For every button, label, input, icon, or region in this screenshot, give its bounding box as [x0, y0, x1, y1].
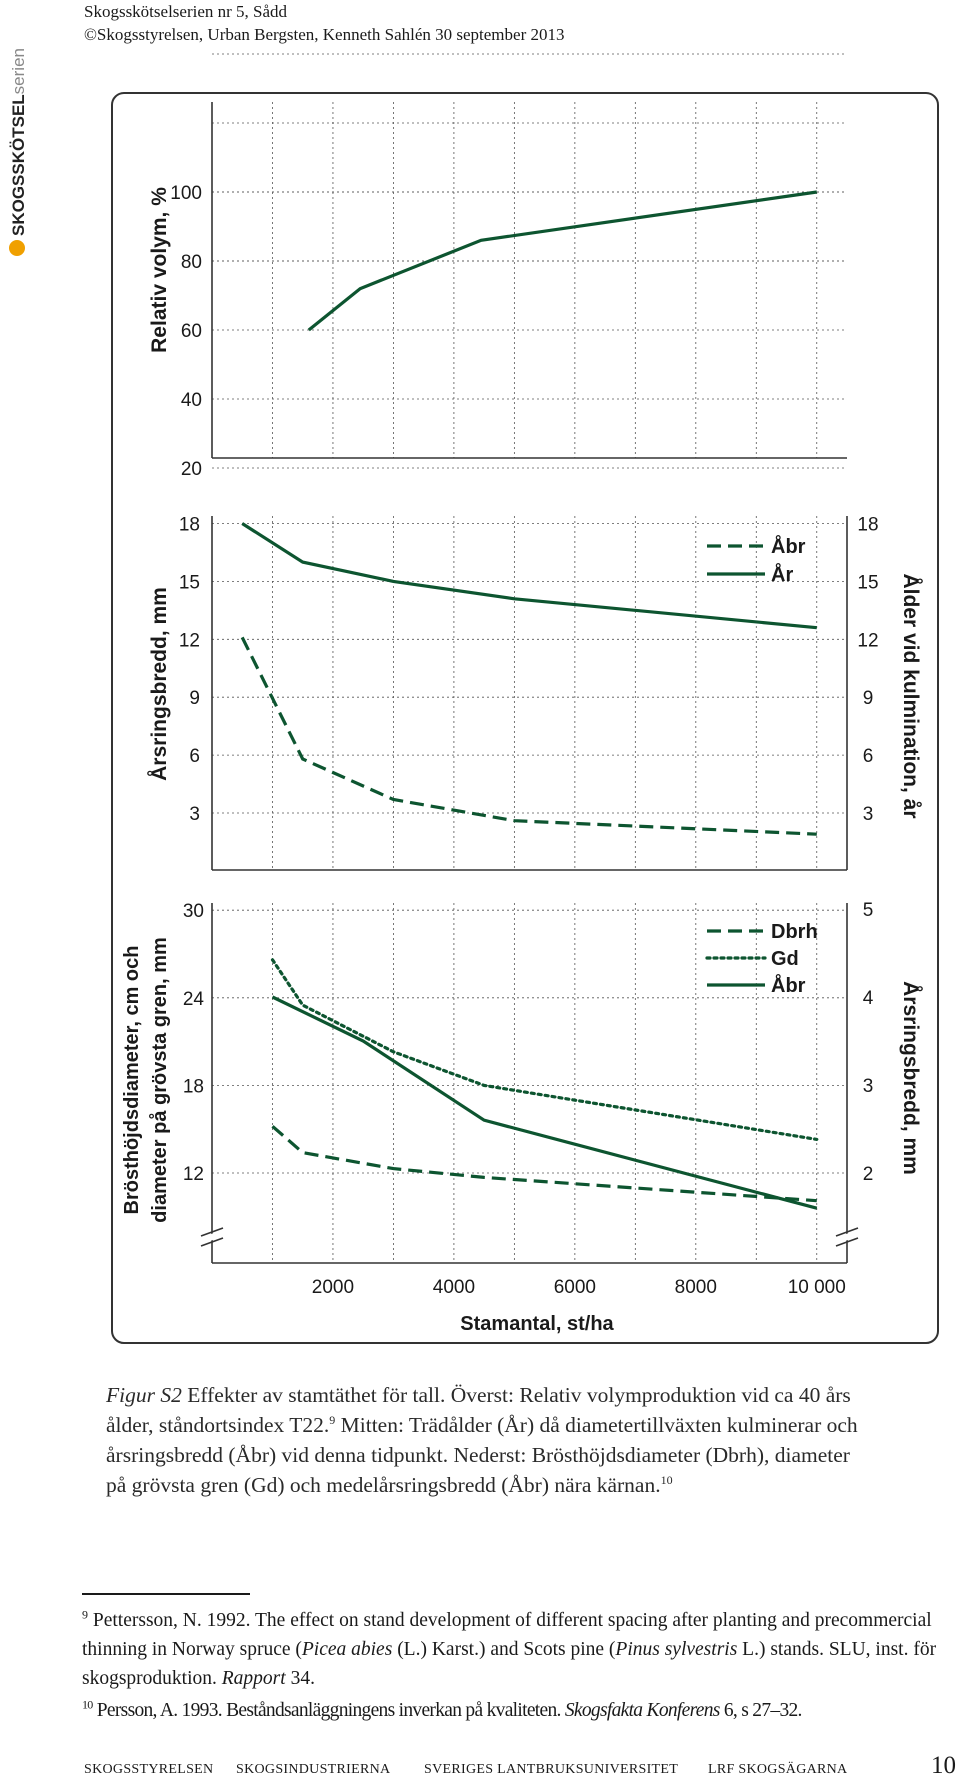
y-axis-title-left: Brösthöjdsdiameter, cm och diameter på gr…: [121, 937, 171, 1223]
axis-break-mark-1: [835, 1237, 859, 1247]
axis-break-mask-1: [834, 1230, 860, 1244]
y-tick-label-right: 15: [857, 572, 878, 593]
footnote-rule: [82, 1593, 250, 1595]
y-axis-title-left-line-1: Brösthöjdsdiameter, cm och: [121, 946, 143, 1215]
axis-break-mark-1: [835, 1227, 859, 1237]
legend-label-2-1: År: [771, 562, 793, 586]
y-tick-label-left: 15: [179, 572, 200, 593]
y-tick-label-right: 6: [863, 746, 874, 767]
y-tick-label-left: 12: [179, 630, 200, 651]
axis-break-mark-0: [200, 1237, 224, 1247]
x-axis-title: Stamantal, st/ha: [460, 1313, 614, 1335]
legend-label-3-1: Gd: [771, 948, 799, 970]
y-tick-label-left: 6: [189, 746, 200, 767]
y-tick-label-right: 9: [863, 688, 874, 709]
footnote-9-number: 9: [82, 1607, 88, 1622]
legend-label-3-2: Åbr: [771, 973, 806, 997]
series-line-relative-volume: [307, 190, 818, 332]
footer-item-slu: SVERIGES LANTBRUKSUNIVERSITET: [424, 1762, 679, 1777]
series-line-Dbrh: [271, 1125, 817, 1203]
footnote-9-species-1: Picea abies: [301, 1639, 393, 1660]
footer-item-skogsstyrelsen: SKOGSSTYRELSEN: [84, 1762, 214, 1777]
svg-text:SKOGSSKÖTSELserien: SKOGSSKÖTSELserien: [9, 48, 28, 236]
x-tick-label: 6000: [554, 1277, 596, 1298]
brand-logo-graphic: SKOGSSKÖTSELserien: [9, 48, 28, 256]
footnote-9: 9 Pettersson, N. 1992. The effect on sta…: [82, 1606, 942, 1693]
y-tick-label-right: 3: [863, 804, 874, 825]
footnote-9-text-a: Pettersson, N. 1992. The effect on stand…: [82, 1610, 932, 1660]
y-tick-label-right: 5: [863, 900, 874, 921]
footnote-10-journal: Skogsfakta Konferens: [564, 1700, 721, 1721]
axis-break-mark-0: [200, 1227, 224, 1237]
series-line-Åbr: [271, 995, 818, 1210]
y-tick-label-left: 12: [183, 1164, 204, 1185]
y-tick-label: 100: [170, 183, 202, 204]
series-line-År: [241, 522, 817, 630]
x-tick-label: 2000: [312, 1277, 354, 1298]
x-tick-label: 10 000: [788, 1277, 846, 1298]
panel-3-grid: [211, 903, 848, 1264]
footer-item-skogsindustrierna: SKOGSINDUSTRIERNA: [236, 1762, 391, 1777]
y-axis-title-left-line-2: diameter på grövsta gren, mm: [148, 937, 171, 1223]
y-tick-label-right: 2: [863, 1164, 874, 1185]
footnote-9-series: Rapport: [221, 1668, 286, 1689]
caption-label: Figur S2: [106, 1383, 182, 1407]
y-tick-label-left: 30: [183, 901, 204, 922]
figure-frame: [111, 92, 939, 1344]
y-tick-label: 80: [181, 252, 202, 273]
y-axis-title: Relativ volym, %: [148, 187, 171, 353]
y-tick-label-left: 18: [183, 1076, 204, 1097]
y-tick-label-left: 3: [189, 804, 200, 825]
brand-name-bold: SKOGSSKÖTSEL: [9, 94, 28, 236]
y-tick-label: 60: [181, 321, 202, 342]
x-tick-label: 4000: [433, 1277, 475, 1298]
panel-2-grid: [211, 516, 848, 871]
series-line-Åbr: [240, 636, 817, 836]
page-number: 10: [931, 1752, 956, 1779]
footnote-9-species-2: Pinus sylvestris: [615, 1639, 738, 1660]
series-line-Gd: [270, 958, 819, 1142]
y-axis-title-right: Årsringsbredd, mm: [899, 981, 923, 1175]
footnotes: 9 Pettersson, N. 1992. The effect on sta…: [82, 1606, 942, 1725]
figure-caption: Figur S2 Effekter av stamtäthet för tall…: [106, 1380, 866, 1500]
copyright-line: ©Skogsstyrelsen, Urban Bergsten, Kenneth…: [84, 25, 565, 44]
footnote-9-text-d: 34.: [285, 1668, 315, 1689]
y-tick-label-right: 12: [857, 630, 878, 651]
legend-label-2-0: Åbr: [771, 534, 806, 558]
axis-break-mask-0: [199, 1230, 225, 1244]
legend-label-3-0: Dbrh: [771, 921, 818, 943]
y-tick-label: 40: [181, 390, 202, 411]
y-tick-label-right: 3: [863, 1076, 874, 1097]
brand-logo: SKOGSSKÖTSELserien: [2, 40, 32, 260]
y-axis-title-left: Årsringsbredd, mm: [147, 587, 171, 781]
y-tick-label-right: 18: [857, 515, 878, 536]
page-header: Skogsskötselserien nr 5, Sådd ©Skogsstyr…: [84, 0, 565, 46]
caption-ref-10: 10: [660, 1472, 673, 1487]
brand-dot-icon: [9, 240, 25, 256]
brand-name-light: serien: [9, 48, 28, 94]
panel-1-grid: [211, 53, 847, 469]
y-tick-label-right: 4: [863, 988, 874, 1009]
caption-text-2: Mitten: Trädålder (År) då diametertillvä…: [106, 1413, 858, 1497]
caption-ref-9: 9: [329, 1412, 336, 1427]
footnote-10: 10 Persson, A. 1993. Beståndsanläggninge…: [82, 1696, 942, 1725]
caption-text-1: Effekter av stamtäthet för tall. Överst:…: [106, 1383, 851, 1437]
x-tick-label: 8000: [675, 1277, 717, 1298]
footnote-9-text-c: L.) stands. SLU, inst. för skogsprodukti…: [82, 1639, 937, 1689]
footnote-10-number: 10: [82, 1697, 93, 1712]
y-axis-title-right: Ålder vid kulmination, år: [899, 573, 923, 818]
footer-item-lrf: LRF SKOGSÄGARNA: [708, 1762, 848, 1777]
y-tick-label-left: 9: [189, 688, 200, 709]
series-title: Skogsskötselserien nr 5, Sådd: [84, 2, 288, 21]
y-tick-label-left: 18: [179, 515, 200, 536]
footnote-10-text-a: Persson, A. 1993. Beståndsanläggningens …: [92, 1700, 565, 1721]
footnote-9-text-b: (L.) Karst.) and Scots pine (: [392, 1639, 616, 1660]
footnote-10-text-b: 6, s 27–32.: [719, 1700, 803, 1721]
y-tick-label-left: 24: [183, 989, 205, 1010]
y-tick-label: 20: [181, 459, 202, 480]
